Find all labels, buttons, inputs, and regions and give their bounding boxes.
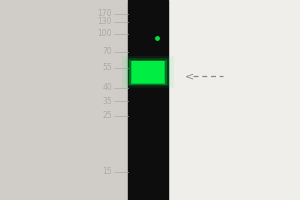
Text: <: <	[185, 71, 194, 81]
Bar	[0, 0, 128, 200]
Bar	[122, 56, 174, 88]
Bar	[129, 60, 167, 84]
Text: 25: 25	[102, 112, 112, 120]
Text: 130: 130	[98, 18, 112, 26]
Text: 35: 35	[102, 97, 112, 106]
Text: 70: 70	[102, 47, 112, 56]
Bar	[168, 0, 300, 200]
Text: 55: 55	[102, 64, 112, 72]
Text: 15: 15	[102, 168, 112, 176]
Bar	[131, 60, 165, 84]
Bar	[128, 0, 168, 200]
Bar	[126, 58, 170, 86]
Bar	[132, 61, 164, 83]
Text: 170: 170	[98, 9, 112, 19]
Text: 40: 40	[102, 84, 112, 92]
Text: 100: 100	[98, 29, 112, 38]
